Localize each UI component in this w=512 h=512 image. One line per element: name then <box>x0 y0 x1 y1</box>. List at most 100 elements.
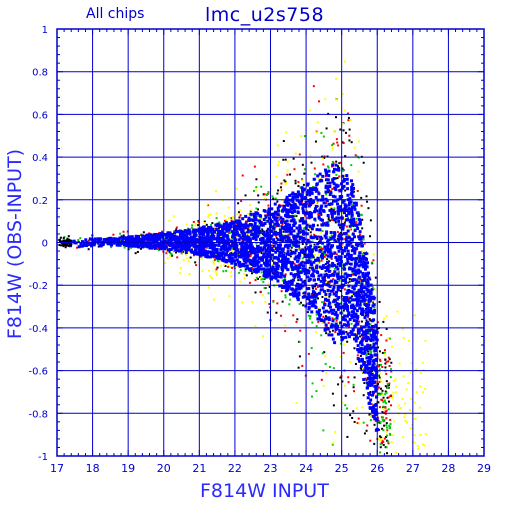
scatter-point <box>292 157 295 160</box>
scatter-point <box>274 246 278 250</box>
scatter-point <box>365 331 369 335</box>
scatter-point <box>242 233 246 237</box>
scatter-point <box>370 288 374 292</box>
scatter-point <box>262 209 266 213</box>
scatter-point <box>280 204 283 207</box>
scatter-point <box>63 239 66 242</box>
scatter-point <box>391 394 394 397</box>
scatter-point <box>362 263 366 267</box>
scatter-point <box>314 195 318 199</box>
scatter-point <box>315 201 318 204</box>
scatter-point <box>347 207 351 211</box>
scatter-point <box>343 249 347 253</box>
scatter-point <box>272 222 275 225</box>
scatter-point <box>357 217 361 221</box>
scatter-point <box>267 270 271 274</box>
scatter-point <box>279 186 282 189</box>
scatter-point <box>405 421 408 424</box>
scatter-point <box>317 177 320 180</box>
scatter-point <box>296 254 299 257</box>
scatter-point <box>335 273 339 277</box>
scatter-point <box>334 177 337 180</box>
scatter-point <box>361 218 364 221</box>
scatter-point <box>117 243 121 247</box>
scatter-point <box>347 203 351 207</box>
scatter-point <box>281 239 285 243</box>
scatter-point <box>247 246 251 250</box>
scatter-point <box>366 200 369 203</box>
scatter-point <box>336 237 339 240</box>
scatter-point <box>297 229 301 233</box>
scatter-point <box>289 266 292 269</box>
scatter-point <box>336 177 339 180</box>
scatter-point <box>341 279 345 283</box>
scatter-point <box>328 365 331 368</box>
scatter-point <box>349 253 353 257</box>
scatter-point <box>418 406 421 409</box>
scatter-point <box>323 250 327 254</box>
scatter-point <box>334 430 337 433</box>
scatter-point <box>326 267 330 271</box>
scatter-point <box>405 388 408 391</box>
scatter-point <box>250 223 254 227</box>
scatter-point <box>358 303 362 307</box>
scatter-point <box>113 237 117 241</box>
scatter-point <box>413 441 416 444</box>
scatter-point <box>389 376 392 379</box>
scatter-point <box>334 199 338 203</box>
scatter-point <box>360 370 363 373</box>
scatter-point <box>383 424 386 427</box>
scatter-point <box>286 244 290 248</box>
scatter-point <box>365 339 369 343</box>
scatter-point <box>332 234 336 238</box>
scatter-point <box>286 212 290 216</box>
scatter-point <box>326 258 329 261</box>
scatter-point <box>208 226 212 230</box>
scatter-point <box>209 228 213 232</box>
scatter-point <box>275 212 279 216</box>
scatter-point <box>205 233 208 236</box>
scatter-point <box>374 341 378 345</box>
scatter-point <box>65 242 68 245</box>
scatter-point <box>385 422 388 425</box>
scatter-point <box>349 228 352 231</box>
scatter-point <box>247 226 250 229</box>
scatter-point <box>357 350 361 354</box>
scatter-point <box>293 262 296 265</box>
scatter-point <box>350 299 353 302</box>
scatter-point <box>121 241 125 245</box>
scatter-point <box>354 201 358 205</box>
scatter-point <box>149 234 153 238</box>
scatter-point <box>363 286 367 290</box>
scatter-point <box>308 233 311 236</box>
scatter-point <box>200 246 204 250</box>
scatter-point <box>366 345 370 349</box>
scatter-point <box>328 295 331 298</box>
scatter-point <box>265 243 269 247</box>
scatter-point <box>140 244 144 248</box>
scatter-point <box>285 260 289 264</box>
scatter-point <box>311 382 314 385</box>
scatter-point <box>379 421 382 424</box>
scatter-point <box>254 228 258 232</box>
scatter-point <box>222 224 226 228</box>
scatter-point <box>248 255 251 258</box>
scatter-point <box>213 258 216 261</box>
scatter-point <box>249 263 252 266</box>
scatter-point <box>317 192 321 196</box>
scatter-point <box>410 397 413 400</box>
scatter-point <box>246 235 250 239</box>
scatter-point <box>308 187 312 191</box>
scatter-point <box>194 248 198 252</box>
scatter-point <box>181 231 185 235</box>
scatter-point <box>234 262 238 266</box>
scatter-point <box>367 371 371 375</box>
scatter-point <box>276 224 280 228</box>
scatter-point <box>342 178 346 182</box>
scatter-point <box>331 163 335 167</box>
scatter-point <box>237 238 241 242</box>
scatter-point <box>308 224 312 228</box>
scatter-point <box>206 203 209 206</box>
scatter-point <box>290 261 294 265</box>
scatter-point <box>303 238 306 241</box>
